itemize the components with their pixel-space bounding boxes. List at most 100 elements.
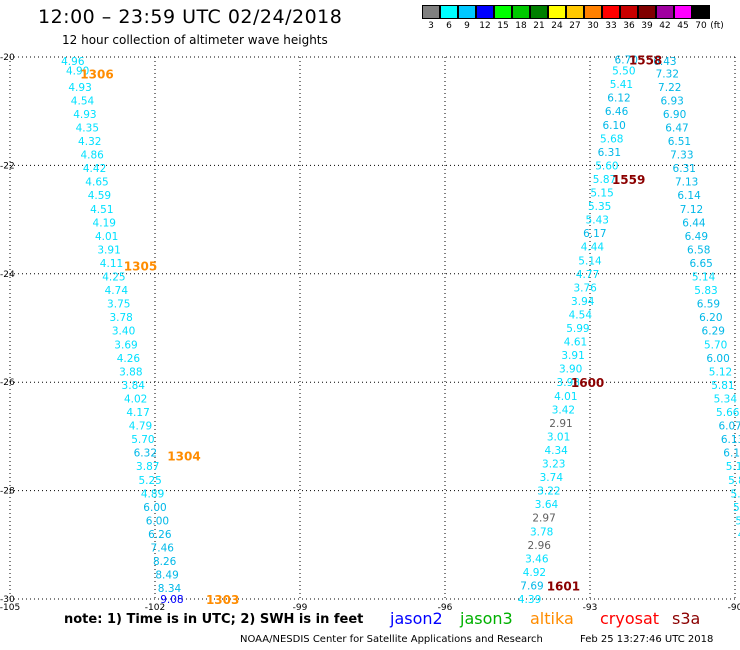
- wave-height-value: 4.17: [126, 407, 149, 419]
- wave-height-value: 2.97: [532, 513, 555, 525]
- wave-height-value: 4.77: [576, 269, 599, 281]
- legend-label: 15: [497, 21, 509, 31]
- wave-height-value: 6.90: [663, 109, 686, 121]
- wave-height-value: 4.59: [88, 190, 111, 202]
- wave-height-value: 6.31: [598, 147, 621, 159]
- legend-swatch: [476, 5, 494, 19]
- wave-height-value: 3.64: [535, 499, 559, 511]
- wave-height-value: 3.69: [114, 339, 137, 351]
- wave-height-value: 6.17: [583, 228, 606, 240]
- wave-height-value: 3.91: [561, 350, 584, 362]
- legend-swatch: [512, 5, 530, 19]
- satellite-name: jason3: [460, 609, 513, 628]
- wave-height-value: 8.49: [155, 570, 178, 582]
- legend-swatch: [458, 5, 476, 19]
- y-tick-label: -24: [0, 270, 15, 280]
- wave-height-value: 6.31: [673, 163, 696, 175]
- wave-height-value: 4.42: [83, 163, 106, 175]
- y-tick-label: -26: [0, 378, 15, 388]
- wave-height-value: 6.20: [699, 312, 722, 324]
- wave-height-value: 3.94: [571, 296, 595, 308]
- time-label: 1601: [547, 579, 580, 593]
- time-label: 1600: [571, 376, 604, 390]
- wave-height-value: 5.13: [726, 461, 740, 473]
- credit-text: NOAA/NESDIS Center for Satellite Applica…: [240, 634, 543, 645]
- wave-height-value: 4.96: [61, 56, 85, 68]
- wave-height-value: 5.34: [714, 393, 738, 405]
- wave-height-value: 3.01: [547, 431, 570, 443]
- legend-swatch: [656, 5, 674, 19]
- wave-height-value: 3.78: [109, 312, 132, 324]
- wave-height-value: 4.01: [554, 391, 577, 403]
- legend-label: 36: [623, 21, 635, 31]
- wave-height-value: 5.99: [566, 323, 589, 335]
- wave-height-value: 6.70: [615, 55, 638, 67]
- wave-height-value: 5.78: [733, 502, 740, 514]
- wave-height-value: 7.33: [670, 150, 693, 162]
- wave-height-value: 6.00: [706, 353, 729, 365]
- wave-height-value: 6.07: [718, 421, 740, 433]
- wave-height-value: 5.68: [600, 133, 623, 145]
- wave-height-value: 7.22: [658, 82, 681, 94]
- wave-height-value: 4.74: [105, 285, 129, 297]
- legend-label: 33: [605, 21, 617, 31]
- chart-title: 12:00 – 23:59 UTC 02/24/2018: [38, 6, 343, 28]
- wave-height-value: 5.43: [586, 215, 609, 227]
- x-tick-label: -93: [583, 603, 598, 613]
- wave-height-value: 3.75: [107, 299, 130, 311]
- x-tick-label: -99: [293, 603, 308, 613]
- legend-label: 27: [569, 21, 581, 31]
- wave-height-value: 5.35: [588, 201, 611, 213]
- wave-height-value: 3.98: [557, 377, 580, 389]
- wave-height-value: 6.00: [143, 502, 166, 514]
- legend-swatch: [548, 5, 566, 19]
- wave-height-value: 6.14: [677, 190, 701, 202]
- time-label: 1306: [80, 67, 113, 81]
- legend-label: 18: [515, 21, 527, 31]
- wave-height-value: 5.14: [578, 255, 602, 267]
- wave-height-value: 3.76: [573, 282, 597, 294]
- wave-height-value: 6.26: [148, 529, 172, 541]
- y-tick-label: -20: [0, 53, 15, 63]
- wave-height-value: 5.60: [595, 160, 618, 172]
- wave-height-value: 9.08: [160, 594, 183, 606]
- wave-height-value: 6.93: [660, 95, 683, 107]
- legend-unit-label: (ft): [710, 21, 724, 31]
- wave-height-value: 6.49: [685, 231, 708, 243]
- wave-height-value: 7.12: [680, 204, 703, 216]
- legend-swatch: [440, 5, 458, 19]
- legend-swatch: [584, 5, 602, 19]
- legend-swatch: [566, 5, 584, 19]
- wave-height-value: 6.10: [602, 120, 625, 132]
- x-tick-label: -96: [438, 603, 453, 613]
- wave-height-value: 4.90: [66, 66, 89, 78]
- time-label: 1558: [629, 54, 662, 68]
- wave-height-value: 6.51: [668, 136, 691, 148]
- time-label: 1559: [612, 173, 645, 187]
- legend-label: 70: [695, 21, 707, 31]
- y-tick-label: -22: [0, 161, 15, 171]
- wave-height-value: 4.92: [523, 567, 546, 579]
- legend-label: 6: [446, 21, 452, 31]
- legend-label: 9: [464, 21, 470, 31]
- time-label: 1303: [206, 593, 239, 607]
- wave-height-value: 5.66: [716, 407, 740, 419]
- wave-height-value: 6.58: [687, 244, 710, 256]
- chart-subtitle: 12 hour collection of altimeter wave hei…: [62, 33, 328, 47]
- wave-height-value: 5.88: [728, 475, 740, 487]
- legend-swatch: [530, 5, 548, 19]
- wave-height-value: 4.26: [117, 353, 141, 365]
- wave-height-value: 3.74: [540, 472, 564, 484]
- wave-height-value: 6.44: [682, 217, 706, 229]
- wave-height-value: 6.65: [689, 258, 712, 270]
- wave-height-value: 5.83: [694, 285, 717, 297]
- wave-height-value: 5.70: [131, 434, 154, 446]
- wave-height-value: 3.23: [542, 459, 565, 471]
- legend-label: 12: [479, 21, 491, 31]
- wave-height-value: 3.22: [537, 486, 560, 498]
- wave-height-value: 4.89: [141, 488, 164, 500]
- wave-height-value: 6.14: [723, 448, 740, 460]
- wave-height-value: 4.93: [73, 109, 96, 121]
- wave-height-value: 4.11: [100, 258, 123, 270]
